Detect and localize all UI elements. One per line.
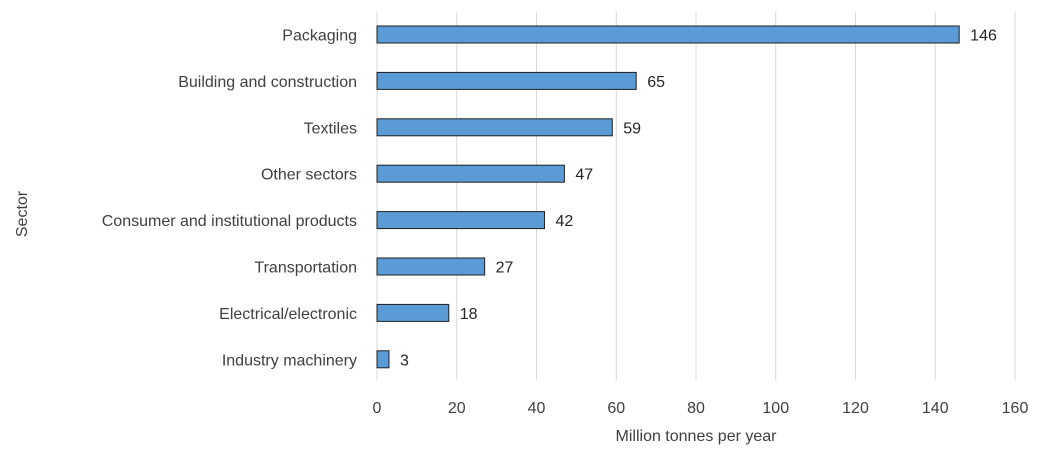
bar [376,71,637,90]
category-label: Packaging [282,28,357,45]
x-axis-title: Million tonnes per year [616,428,778,445]
data-label: 59 [623,120,641,137]
x-tick-label: 100 [762,400,789,417]
x-tick-labels: 0 20 40 60 80 100 120 140 160 [373,400,1029,417]
bar [376,303,450,322]
x-tick-label: 160 [1002,400,1029,417]
category-label: Textiles [304,120,357,137]
y-axis-title: Sector [14,190,31,237]
x-tick-label: 40 [528,400,546,417]
x-tick-label: 140 [922,400,949,417]
category-label: Electrical/electronic [219,306,357,323]
x-tick-label: 0 [373,400,382,417]
category-label: Other sectors [261,167,357,184]
category-label: Industry machinery [222,352,357,369]
data-label: 42 [555,213,573,230]
gridlines [376,12,1016,380]
data-labels: 146 65 59 47 42 27 18 3 [400,28,997,370]
category-label: Transportation [254,260,357,277]
data-label: 65 [647,74,665,91]
category-label: Building and construction [178,74,357,91]
bar [376,25,960,44]
bar [376,118,613,137]
x-tick-label: 20 [448,400,466,417]
bar [376,164,565,183]
bars [376,25,960,369]
data-label: 18 [460,306,478,323]
bar [376,211,545,230]
data-label: 146 [970,28,997,45]
x-tick-label: 120 [842,400,869,417]
data-label: 47 [575,167,593,184]
category-labels: Packaging Building and construction Textil… [102,28,357,370]
data-label: 27 [496,260,514,277]
bar [376,350,390,369]
x-tick-label: 60 [607,400,625,417]
data-label: 3 [400,352,409,369]
bar [376,257,486,276]
x-tick-label: 80 [687,400,705,417]
category-label: Consumer and institutional products [102,213,357,230]
